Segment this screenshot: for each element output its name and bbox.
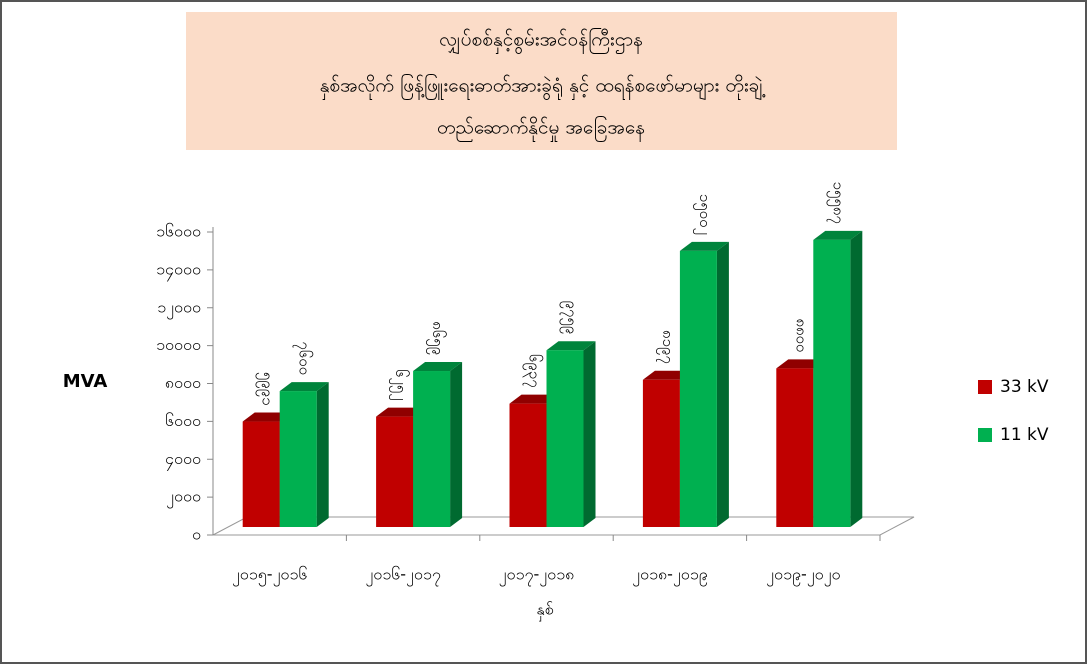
data-label: ၆၉၃၇ (523, 354, 544, 388)
x-tick-label: ၂၀၁၇-၂၀၁၈ (499, 565, 575, 587)
bar-top (642, 370, 692, 380)
chart-title: တည်ဆောက်နိုင်မှု အခြေအနေ (437, 115, 645, 143)
y-tick-label: ၈၀၀၀ (165, 373, 201, 392)
bar (413, 371, 451, 527)
bar (509, 403, 547, 527)
y-tick-label: ၀ (192, 525, 201, 544)
data-label: ၅၉၉၁ (256, 372, 277, 406)
data-label: ၉၇၅၉ (560, 300, 581, 334)
bar (279, 391, 317, 527)
bar (776, 368, 814, 527)
bar-side (850, 230, 863, 528)
bar-side (716, 241, 729, 527)
floor (212, 516, 915, 536)
bar (679, 250, 717, 527)
bar (376, 416, 414, 527)
chart-title: နှစ်အလိုက် ဖြန့်ဖြူးရေးဓာတ်အားခွဲရုံ နှင… (320, 73, 766, 101)
x-axis-label: နှစ် (536, 600, 553, 622)
data-label: ၈၁၉၇ (656, 330, 677, 364)
bar-top (242, 412, 292, 422)
chart-title: လျှပ်စစ်နှင့်စွမ်းအင်ဝန်ကြီးဌာန (439, 27, 643, 55)
bar (813, 239, 851, 528)
x-tick-label: ၂၀၁၆-၂၀၁၇ (365, 565, 441, 587)
x-tick-label: ၂၀၁၈-၂၀၁၉ (632, 565, 708, 587)
bar-top (509, 394, 559, 404)
y-tick-label: ၁၀၀၀၀ (156, 335, 201, 354)
bar-top (776, 359, 826, 369)
data-label: ၈၈၀၀ (792, 318, 810, 352)
y-tick-label: ၂၀၀၀ (166, 487, 201, 509)
title-box (186, 12, 897, 150)
x-tick-label: ၂၀၁၉-၂၀၂၀ (766, 565, 840, 587)
bar-side (316, 382, 329, 527)
legend-swatch (978, 380, 992, 394)
y-tick-label: ၄၀၀၀ (165, 449, 201, 471)
data-label: ၇၆၀၀ (293, 341, 314, 375)
legend-label: 11 kV (1000, 425, 1049, 445)
bar (642, 379, 680, 527)
data-label: ၆၂၅၂ (389, 369, 410, 401)
bar (242, 421, 280, 527)
y-axis-label: MVA (63, 371, 108, 392)
legend-label: 33 kV (1000, 377, 1049, 397)
x-tick-label: ၂၀၁၅-၂၀၁၆ (232, 565, 308, 587)
y-tick-label: ၁၂၀၀၀ (157, 297, 201, 319)
bar (546, 350, 584, 527)
bar-top (813, 230, 863, 240)
data-label: ၁၅၀၀၂ (693, 194, 714, 235)
bar-top (413, 362, 463, 372)
bar-side (450, 362, 463, 527)
bar-top (376, 407, 426, 417)
bar-top (679, 241, 729, 251)
legend-swatch (978, 428, 992, 442)
data-label: ၈၆၅၉ (426, 321, 447, 355)
y-tick-label: ၁၆၀၀၀ (156, 222, 201, 241)
y-tick-label: ၁၄၀၀၀ (156, 259, 201, 281)
y-tick-label: ၆၀၀၀ (165, 411, 201, 430)
data-label: ၁၅၅၈၇ (826, 181, 847, 223)
bar-top (279, 382, 329, 392)
bar-top (546, 341, 596, 351)
bar-side (583, 341, 596, 527)
